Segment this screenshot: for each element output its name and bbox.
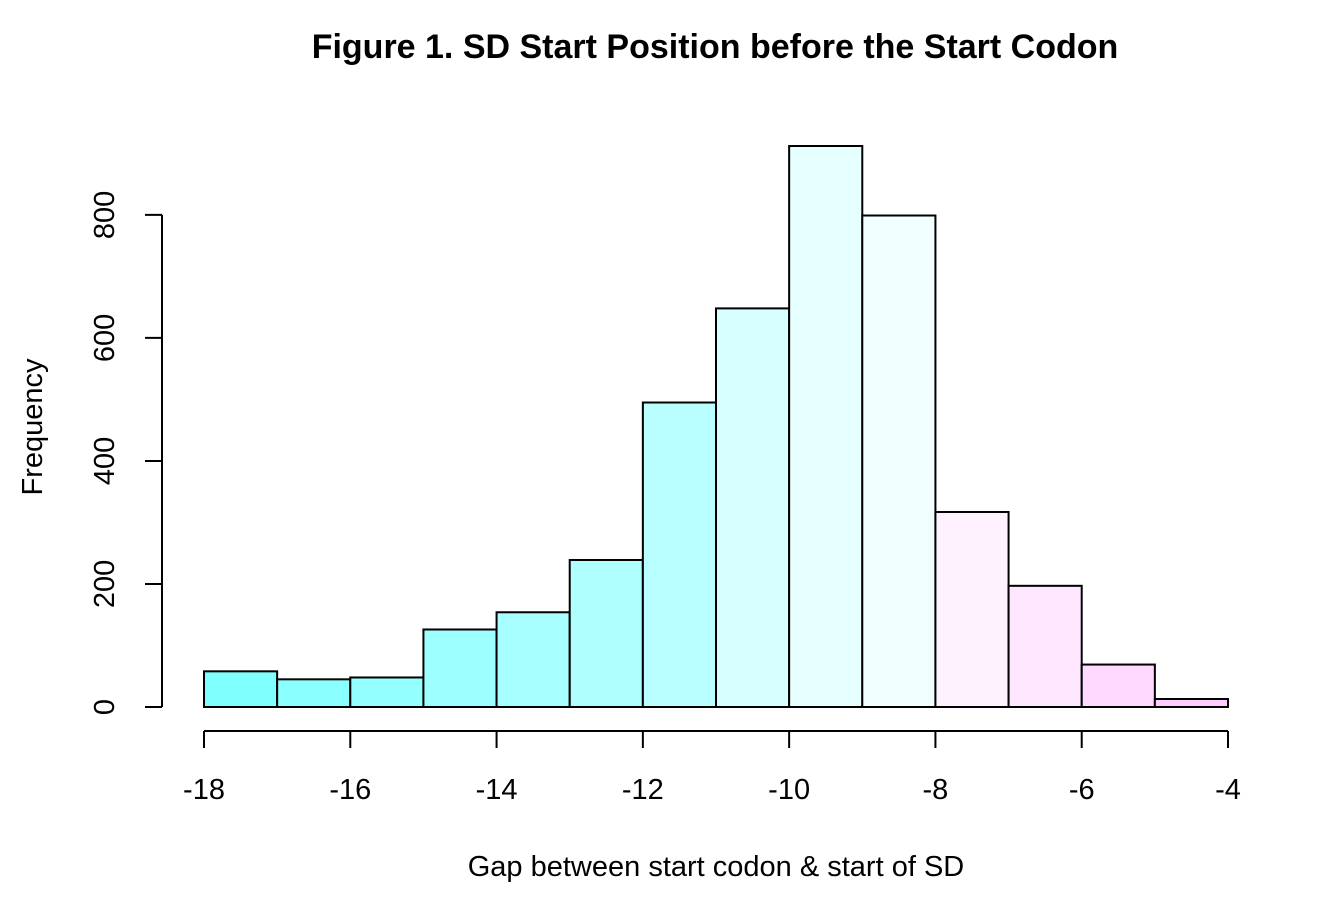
x-tick-label-6: -6	[1069, 774, 1095, 806]
x-tick-label-3: -12	[622, 774, 664, 806]
histogram-bar-5	[568, 558, 644, 709]
histogram-bar-4	[495, 611, 571, 708]
y-tick-label-1: 200	[89, 560, 121, 608]
histogram-bar-8	[788, 145, 864, 708]
y-tick-label-2: 400	[89, 437, 121, 485]
x-tick-label-0: -18	[183, 774, 225, 806]
histogram-bar-3	[422, 628, 498, 708]
histogram-bar-0	[203, 670, 279, 709]
y-axis: 0 200 400 600 800	[89, 191, 163, 715]
y-tick-label-4: 800	[89, 191, 121, 239]
y-tick-label-3: 600	[89, 314, 121, 362]
x-tick-label-7: -4	[1215, 774, 1241, 806]
histogram-bar-9	[861, 214, 937, 709]
histogram-bar-7	[715, 307, 791, 708]
x-axis-label: Gap between start codon & start of SD	[468, 851, 964, 883]
y-tick-label-0: 0	[89, 699, 121, 715]
histogram-bar-12	[1080, 663, 1156, 708]
x-tick-label-1: -16	[329, 774, 371, 806]
chart-title: Figure 1. SD Start Position before the S…	[312, 28, 1119, 66]
x-axis: -18 -16 -14 -12 -10 -8 -6 -4	[183, 730, 1241, 806]
x-tick-label-2: -14	[476, 774, 518, 806]
histogram-bar-11	[1007, 584, 1083, 709]
bars-group	[203, 145, 1230, 709]
histogram-bar-1	[276, 678, 352, 709]
histogram-bar-2	[349, 676, 425, 709]
y-axis-label: Frequency	[17, 358, 49, 496]
histogram-bar-13	[1153, 698, 1230, 709]
histogram-bar-6	[641, 401, 717, 708]
histogram-bar-10	[934, 511, 1010, 708]
x-tick-label-5: -8	[923, 774, 949, 806]
x-tick-label-4: -10	[768, 774, 810, 806]
